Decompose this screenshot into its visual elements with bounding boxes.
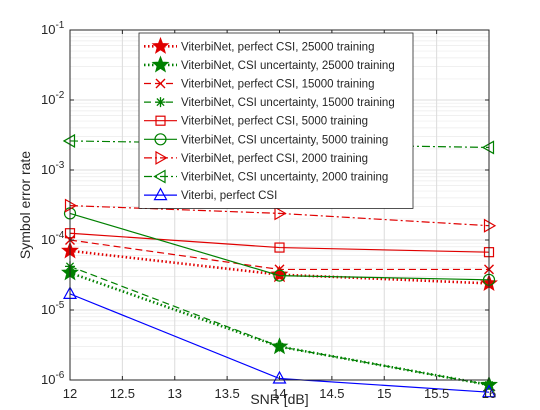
x-tick-label: 13.5 [214, 386, 239, 401]
series-line [69, 212, 490, 281]
y-tick-label: 10-3 [41, 160, 65, 177]
triangle-right-marker [64, 198, 78, 213]
legend-entry: ViterbiNet, perfect CSI, 2000 training [144, 150, 368, 165]
legend-label: ViterbiNet, perfect CSI, 2000 training [181, 153, 368, 165]
x-tick-label: 14.5 [319, 386, 344, 401]
x-marker [155, 78, 166, 89]
triangle-right-marker [483, 218, 497, 233]
triangle-left-marker [481, 140, 495, 155]
x-tick-label: 15 [377, 386, 391, 401]
circle-marker [273, 269, 286, 282]
y-axis-label: Symbol error rate [17, 151, 33, 259]
triangle-right-marker [155, 150, 168, 165]
legend-entry: Viterbi, perfect CSI [144, 187, 277, 202]
star-marker [151, 55, 170, 73]
x-marker [274, 264, 285, 275]
series-line [69, 232, 490, 253]
legend-entry: ViterbiNet, perfect CSI, 15000 training [144, 79, 374, 91]
asterisk-marker [155, 97, 166, 108]
triangle-left-marker [62, 133, 76, 148]
x-tick-label: 14 [272, 386, 286, 401]
asterisk-marker [274, 341, 285, 352]
legend-label: ViterbiNet, perfect CSI, 5000 training [181, 116, 368, 128]
legend-label: ViterbiNet, CSI uncertainty, 2000 traini… [181, 172, 388, 184]
legend-entry: ViterbiNet, perfect CSI, 5000 training [144, 115, 368, 128]
legend: ViterbiNet, perfect CSI, 25000 training V… [138, 32, 414, 209]
legend-entry: ViterbiNet, CSI uncertainty, 2000 traini… [144, 169, 388, 184]
legend-box [138, 32, 414, 209]
legend-label: ViterbiNet, perfect CSI, 15000 training [181, 79, 374, 91]
legend-entry: ViterbiNet, CSI uncertainty, 15000 train… [144, 97, 395, 109]
legend-label: ViterbiNet, CSI uncertainty, 25000 train… [181, 60, 395, 72]
triangle-up-marker [481, 384, 497, 398]
x-tick-label: 12 [63, 386, 77, 401]
star-marker [151, 36, 170, 54]
x-axis-label: SNR [dB] [250, 391, 308, 407]
triangle-left-marker [153, 169, 166, 184]
y-tick-label: 10-2 [41, 90, 65, 107]
y-tick-label: 10-1 [41, 20, 65, 37]
legend-entry: ViterbiNet, CSI uncertainty, 5000 traini… [144, 133, 388, 146]
star-marker [270, 265, 289, 283]
legend-label: ViterbiNet, CSI uncertainty, 5000 traini… [181, 134, 388, 146]
triangle-right-marker [274, 206, 287, 221]
x-tick-label: 16 [482, 386, 496, 401]
x-tick-label: 13 [168, 386, 182, 401]
legend-label: ViterbiNet, perfect CSI, 25000 training [181, 41, 374, 53]
y-tick-label: 10-5 [41, 300, 65, 317]
square-marker [274, 242, 285, 253]
triangle-up-marker [272, 370, 287, 384]
y-tick-label: 10-6 [41, 370, 65, 387]
ticks: 12 12.5 13 13.5 14 14.5 15 15.5 16 10-1 10-2 10-3 10… [41, 20, 496, 401]
legend-entry: ViterbiNet, CSI uncertainty, 25000 train… [144, 55, 395, 73]
circle-marker [154, 133, 167, 146]
legend-label: Viterbi, perfect CSI [181, 190, 277, 202]
y-tick-label: 10-4 [41, 230, 65, 247]
triangle-up-marker [153, 187, 168, 201]
legend-entry: ViterbiNet, perfect CSI, 25000 training [144, 36, 374, 54]
square-marker [155, 115, 166, 126]
legend-label: ViterbiNet, CSI uncertainty, 15000 train… [181, 97, 395, 109]
x-tick-label: 15.5 [424, 386, 449, 401]
x-tick-label: 12.5 [110, 386, 135, 401]
